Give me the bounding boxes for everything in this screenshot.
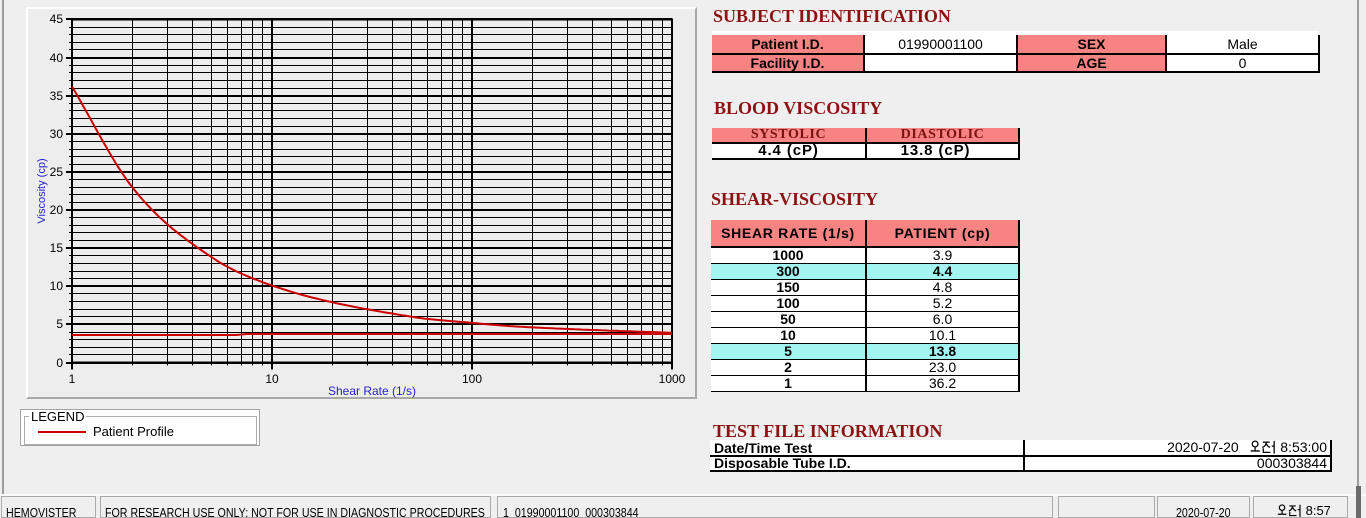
svg-text:1000: 1000 <box>659 372 686 386</box>
svg-text:45: 45 <box>50 12 64 26</box>
svg-text:25: 25 <box>50 165 64 179</box>
svg-text:10: 10 <box>265 372 279 386</box>
svg-text:20: 20 <box>50 203 64 217</box>
svg-text:15: 15 <box>50 241 64 255</box>
svg-text:100: 100 <box>462 372 482 386</box>
svg-text:5: 5 <box>56 317 63 331</box>
svg-text:30: 30 <box>50 127 64 141</box>
svg-text:10: 10 <box>50 279 64 293</box>
svg-text:40: 40 <box>50 51 64 65</box>
svg-text:1: 1 <box>69 372 76 386</box>
svg-text:35: 35 <box>50 89 64 103</box>
svg-text:0: 0 <box>56 356 63 370</box>
svg-text:Shear Rate (1/s): Shear Rate (1/s) <box>328 384 416 398</box>
svg-text:Viscosity (cp): Viscosity (cp) <box>36 158 48 223</box>
